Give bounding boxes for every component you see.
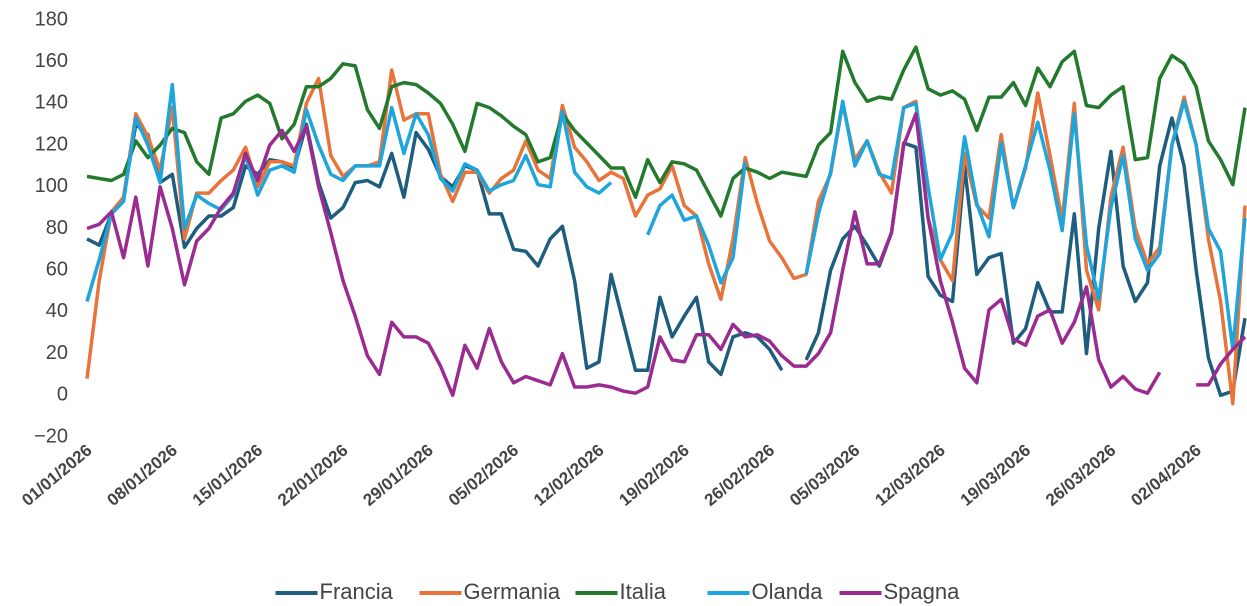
x-tick-label: 05/03/2026 — [786, 441, 863, 510]
legend-label: Germania — [464, 579, 561, 604]
x-tick-label: 19/03/2026 — [957, 441, 1034, 510]
x-tick-label: 22/01/2026 — [274, 441, 351, 510]
x-tick-label: 12/02/2026 — [530, 441, 607, 510]
x-tick-label: 26/02/2026 — [701, 441, 778, 510]
y-tick-label: 80 — [46, 217, 68, 239]
series-line — [85, 68, 1247, 406]
x-tick-label: 05/02/2026 — [445, 441, 522, 510]
x-tick-label: 15/01/2026 — [189, 441, 266, 510]
legend-label: Francia — [320, 579, 394, 604]
x-tick-label: 26/03/2026 — [1042, 441, 1119, 510]
y-tick-label: −20 — [34, 425, 68, 447]
legend-label: Olanda — [752, 579, 824, 604]
y-tick-label: 0 — [57, 384, 68, 406]
y-tick-label: 140 — [35, 92, 68, 114]
legend-label: Spagna — [884, 579, 961, 604]
y-tick-label: 120 — [35, 133, 68, 155]
x-tick-label: 08/01/2026 — [103, 441, 180, 510]
y-tick-label: 20 — [46, 342, 68, 364]
x-tick-label: 29/01/2026 — [359, 441, 436, 510]
y-tick-label: 180 — [35, 8, 68, 30]
legend-label: Italia — [620, 579, 667, 604]
x-tick-label: 02/04/2026 — [1127, 441, 1204, 510]
y-tick-label: 160 — [35, 50, 68, 72]
x-tick-label: 12/03/2026 — [871, 441, 948, 510]
y-tick-label: 40 — [46, 300, 68, 322]
x-tick-label: 01/01/2026 — [18, 441, 95, 510]
y-tick-label: 60 — [46, 258, 68, 280]
series-line — [86, 112, 1247, 398]
x-tick-label: 19/02/2026 — [615, 441, 692, 510]
series-line — [85, 82, 1247, 352]
y-tick-label: 100 — [35, 175, 68, 197]
